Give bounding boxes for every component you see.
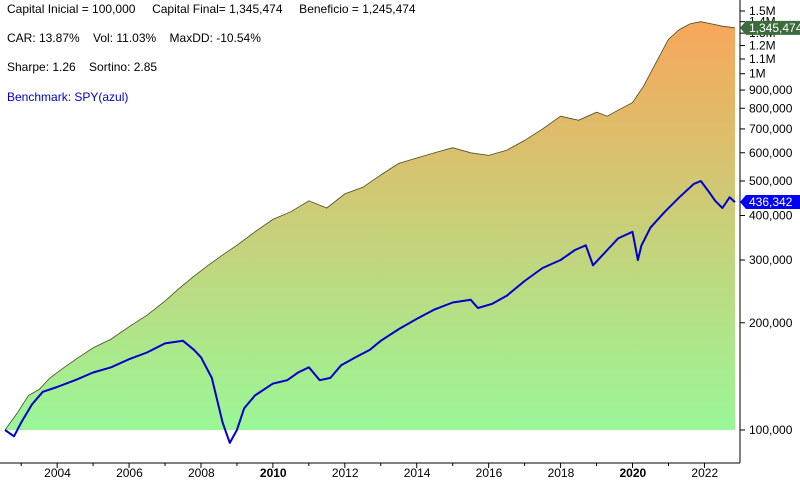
y-tick-label: 600,000 <box>749 146 793 160</box>
benchmark-last-value-bg <box>740 195 800 210</box>
x-tick-label: 2020 <box>620 466 647 480</box>
x-axis-ticks: 2004 2006 2008 2010 2012 2014 2016 2018 2020 2022 <box>20 463 718 480</box>
x-tick-label: 2012 <box>332 466 359 480</box>
y-tick-label: 300,000 <box>749 253 793 267</box>
benchmark-line-layer <box>4 180 736 444</box>
stats-line-car: CAR: 13.87% Vol: 11.03% MaxDD: -10.54% <box>7 31 261 45</box>
benchmark-last-value: 436,342 <box>740 195 800 210</box>
stats-line-sharpe: Sharpe: 1.26 Sortino: 2.85 <box>7 60 157 74</box>
equity-last-value: 1,345,474 <box>740 20 800 35</box>
equity-area <box>5 21 735 430</box>
equity-last-value-text: 1,345,474 <box>749 21 800 35</box>
y-tick-label: 1M <box>749 67 766 81</box>
y-tick-label: 500,000 <box>749 174 793 188</box>
x-tick-label: 2008 <box>188 466 215 480</box>
y-tick-label: 200,000 <box>749 316 793 330</box>
x-tick-label: 2006 <box>116 466 143 480</box>
benchmark-legend: Benchmark: SPY(azul) <box>7 90 128 104</box>
y-tick-label: 900,000 <box>749 83 793 97</box>
equity-area-layer <box>4 21 736 431</box>
y-tick-label: 1.2M <box>749 39 776 53</box>
benchmark-last-value-text: 436,342 <box>749 195 793 209</box>
y-tick-label: 100,000 <box>749 423 793 437</box>
x-tick-label: 2004 <box>44 466 71 480</box>
x-tick-label: 2014 <box>404 466 431 480</box>
y-tick-label: 400,000 <box>749 209 793 223</box>
last-value-labels: 1,345,474 436,342 <box>740 20 800 210</box>
x-tick-label: 2010 <box>260 466 287 480</box>
y-axis-ticks: 100,000 200,000 300,000 400,000 500,000 600,0… <box>740 4 793 437</box>
benchmark-line <box>4 180 736 444</box>
x-tick-label: 2016 <box>476 466 503 480</box>
x-tick-label: 2022 <box>691 466 718 480</box>
y-tick-label: 1.5M <box>749 4 776 18</box>
y-tick-label: 700,000 <box>749 122 793 136</box>
x-tick-label: 2018 <box>548 466 575 480</box>
y-tick-label: 1.1M <box>749 52 776 66</box>
stats-line-capital: Capital Inicial = 100,000 Capital Final=… <box>7 2 416 16</box>
y-tick-label: 800,000 <box>749 101 793 115</box>
equity-last-value-bg <box>740 20 800 35</box>
equity-outline <box>4 21 736 431</box>
